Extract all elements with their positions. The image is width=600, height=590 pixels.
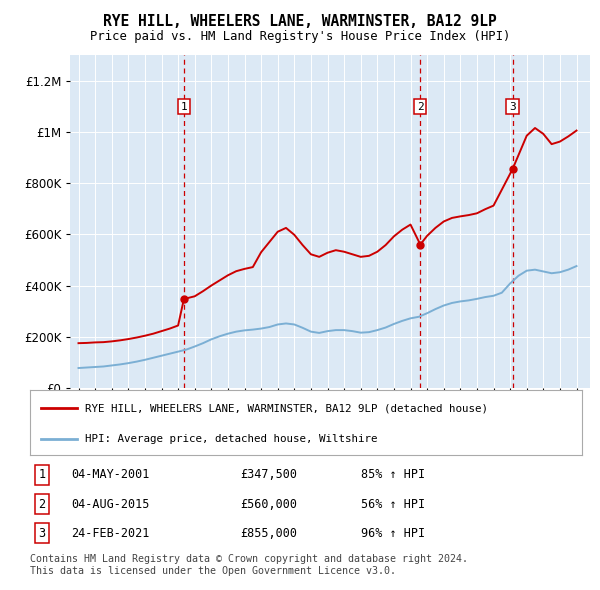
Text: Price paid vs. HM Land Registry's House Price Index (HPI): Price paid vs. HM Land Registry's House …	[90, 30, 510, 43]
Text: 1: 1	[38, 468, 46, 481]
Text: 56% ↑ HPI: 56% ↑ HPI	[361, 497, 425, 510]
Text: 04-MAY-2001: 04-MAY-2001	[71, 468, 150, 481]
Text: 24-FEB-2021: 24-FEB-2021	[71, 526, 150, 539]
Text: 3: 3	[38, 526, 46, 539]
Text: 2: 2	[417, 101, 424, 112]
Text: £347,500: £347,500	[240, 468, 297, 481]
Text: RYE HILL, WHEELERS LANE, WARMINSTER, BA12 9LP: RYE HILL, WHEELERS LANE, WARMINSTER, BA1…	[103, 14, 497, 29]
Text: 2: 2	[38, 497, 46, 510]
Text: HPI: Average price, detached house, Wiltshire: HPI: Average price, detached house, Wilt…	[85, 434, 378, 444]
Text: 3: 3	[509, 101, 516, 112]
Text: RYE HILL, WHEELERS LANE, WARMINSTER, BA12 9LP (detached house): RYE HILL, WHEELERS LANE, WARMINSTER, BA1…	[85, 403, 488, 413]
Text: 04-AUG-2015: 04-AUG-2015	[71, 497, 150, 510]
Text: 85% ↑ HPI: 85% ↑ HPI	[361, 468, 425, 481]
Text: 96% ↑ HPI: 96% ↑ HPI	[361, 526, 425, 539]
Text: Contains HM Land Registry data © Crown copyright and database right 2024.
This d: Contains HM Land Registry data © Crown c…	[30, 554, 468, 576]
Text: £855,000: £855,000	[240, 526, 297, 539]
Text: 1: 1	[181, 101, 187, 112]
Text: £560,000: £560,000	[240, 497, 297, 510]
